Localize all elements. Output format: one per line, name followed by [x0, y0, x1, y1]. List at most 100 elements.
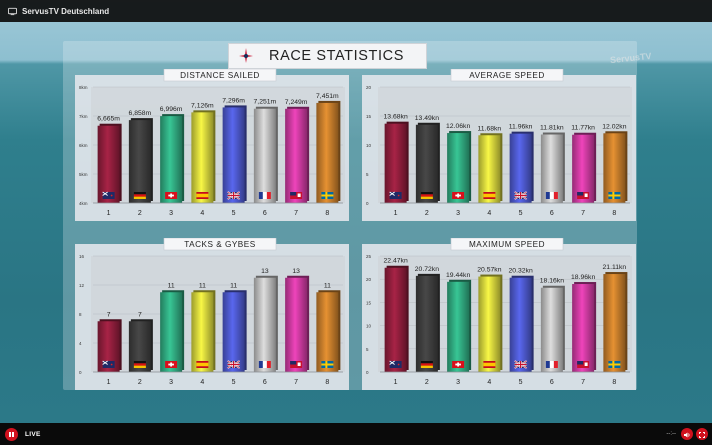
y-tick-label: 15 — [366, 114, 372, 119]
bar — [572, 284, 595, 372]
y-tick-label: 0 — [366, 370, 369, 375]
bar-group — [97, 123, 122, 203]
category-label: 7 — [581, 210, 585, 217]
bar — [478, 276, 501, 372]
bar — [316, 292, 339, 372]
category-label: 4 — [487, 379, 491, 386]
de-flag — [133, 361, 146, 368]
category-label: 2 — [425, 210, 429, 217]
y-tick-label: 0 — [79, 370, 82, 375]
average-speed-svg: AVERAGE SPEED 20 15 10 5 0 13.68kn 1 13.49kn 2 12.… — [362, 69, 636, 221]
bar — [572, 134, 595, 203]
time-display: --:-- — [666, 431, 676, 437]
data-label: 11.68kn — [478, 125, 502, 132]
y-tick-label: 8 — [79, 312, 82, 317]
data-label: 6,996m — [160, 106, 183, 113]
category-label: 4 — [200, 379, 204, 386]
data-label: 11 — [324, 282, 331, 289]
y-tick-label: 20 — [366, 277, 372, 282]
bar-group — [540, 285, 565, 372]
bar-group — [603, 131, 628, 203]
maximum-speed-svg: MAXIMUM SPEED252015105022.47kn120.72kn21… — [362, 238, 636, 390]
es-flag — [483, 361, 496, 368]
data-label: 20.57kn — [477, 267, 501, 274]
category-label: 1 — [394, 379, 398, 386]
chart-title-box — [163, 238, 277, 251]
chart-title-box — [163, 69, 277, 82]
ch-flag — [165, 361, 178, 368]
bar — [191, 112, 214, 203]
bar — [253, 108, 276, 203]
bar — [191, 292, 214, 372]
data-label: 18.16kn — [540, 278, 564, 285]
bar — [384, 123, 407, 203]
category-label: 3 — [169, 379, 173, 386]
bar — [447, 133, 470, 203]
category-label: 1 — [107, 210, 111, 217]
data-label: 19.44kn — [446, 272, 470, 279]
y-tick-label: 15 — [366, 300, 372, 305]
category-label: 8 — [325, 210, 329, 217]
bar — [160, 116, 183, 203]
bm-flag — [290, 361, 303, 368]
bar-group — [128, 319, 153, 372]
y-tick-label: 5 — [366, 172, 369, 177]
bar — [97, 321, 120, 372]
bar — [128, 321, 151, 372]
gb-flag — [514, 191, 528, 200]
data-label: 13 — [261, 268, 269, 275]
y-tick-label: 0 — [366, 201, 369, 206]
bar — [285, 277, 308, 372]
bar-group — [478, 274, 503, 372]
y-tick-label: 12 — [79, 283, 85, 288]
de-flag — [133, 192, 146, 199]
category-label: 1 — [107, 379, 111, 386]
data-label: 7,249m — [285, 99, 308, 106]
data-label: 13.68kn — [384, 114, 408, 121]
bar-group — [128, 118, 153, 203]
nz-flag — [389, 360, 402, 368]
bar-group — [572, 282, 597, 372]
fullscreen-button[interactable] — [696, 428, 708, 440]
es-flag — [196, 361, 209, 368]
data-label: 20.32kn — [509, 268, 533, 275]
pause-bar-right — [12, 431, 14, 437]
y-tick-label: 25 — [366, 254, 372, 259]
chart-title-box — [450, 69, 564, 82]
channel-brand[interactable]: ServusTV Deutschland — [8, 7, 109, 16]
distance-sailed-svg: DISTANCE SAILED 8km 7km 6km 5km 4km 6,665m 1 6,8… — [75, 69, 349, 221]
data-label: 21.11kn — [603, 264, 627, 271]
live-indicator: LIVE — [25, 430, 41, 438]
bar — [384, 267, 407, 372]
ch-flag — [452, 361, 465, 368]
category-label: 5 — [232, 210, 236, 217]
y-tick-label: 4 — [79, 341, 82, 346]
bar-group — [97, 319, 122, 372]
tacks-gybes-svg: TACKS & GYBES 16 12 8 4 0 7 1 7 2 11 3 11 4 11 5 13 6 13 7 1… — [75, 238, 349, 390]
category-label: 6 — [550, 210, 554, 217]
bar-group — [191, 110, 216, 203]
data-label: 12.02kn — [602, 123, 626, 130]
pause-button[interactable] — [5, 427, 18, 441]
bar-group — [316, 290, 341, 372]
bar — [447, 281, 470, 372]
data-label: 11.81kn — [540, 125, 564, 132]
bar-group — [415, 273, 440, 372]
bar — [316, 102, 339, 203]
category-label: 1 — [394, 210, 398, 217]
y-tick-label: 7km — [79, 114, 88, 119]
category-label: 6 — [263, 210, 267, 217]
bar — [603, 133, 626, 203]
bar-group — [160, 290, 185, 372]
page-title: RACE STATISTICS — [269, 48, 404, 64]
bm-flag — [290, 192, 303, 199]
nz-flag — [389, 191, 402, 199]
es-flag — [483, 192, 496, 199]
y-tick-label: 8km — [79, 85, 88, 90]
bar — [222, 292, 245, 372]
y-tick-label: 10 — [366, 324, 372, 329]
bar-group — [316, 100, 341, 203]
volume-button[interactable] — [681, 428, 693, 440]
bar-group — [160, 114, 185, 203]
bar — [509, 277, 532, 372]
